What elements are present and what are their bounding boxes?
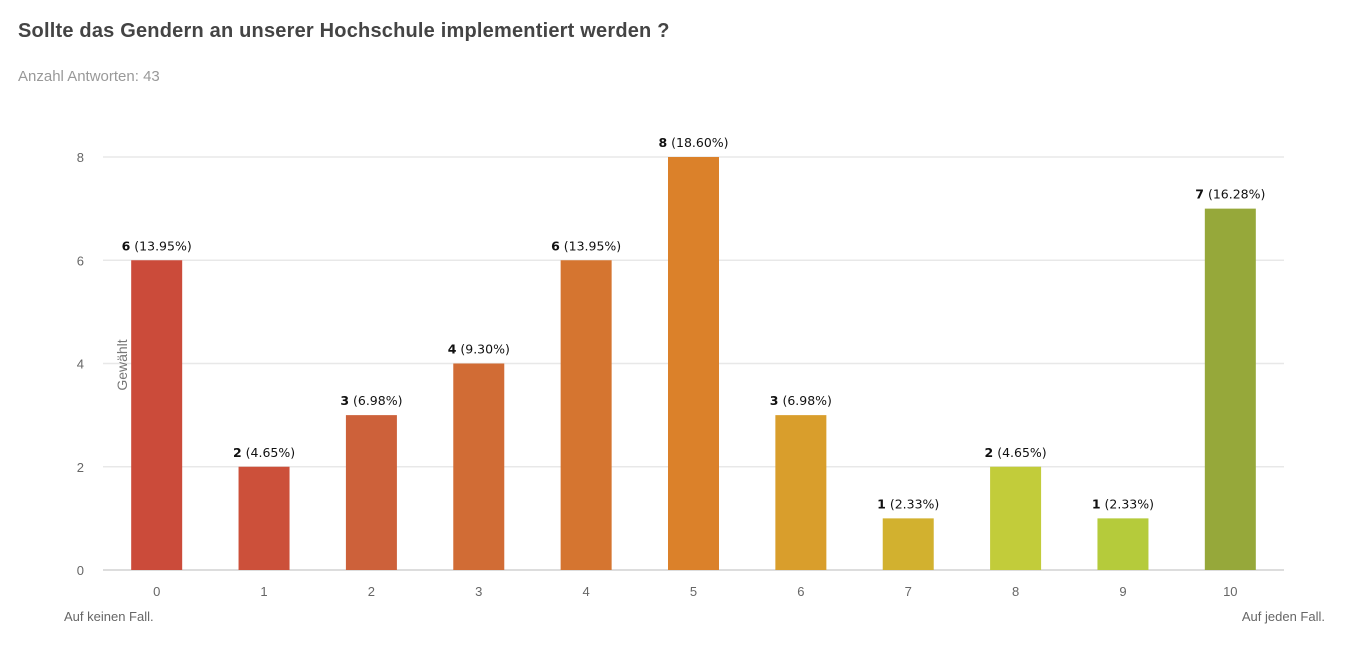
x-tick-label: 2 [368,584,375,599]
bar [990,466,1042,570]
data-label: 1 (2.33%) [1092,496,1154,511]
data-label: 3 (6.98%) [340,393,402,408]
bar [668,157,719,570]
bar [775,415,827,570]
bar [453,363,505,570]
x-tick-label: 3 [475,584,482,599]
x-min-label: Auf keinen Fall. [64,609,154,624]
bar [131,260,183,570]
x-tick-label: 9 [1119,584,1126,599]
data-label: 2 (4.65%) [985,445,1047,460]
y-tick-label: 8 [77,150,84,165]
x-tick-label: 10 [1223,584,1237,599]
data-label: 1 (2.33%) [877,496,939,511]
data-label: 8 (18.60%) [658,135,728,150]
x-tick-label: 1 [260,584,267,599]
x-tick-label: 7 [905,584,912,599]
y-tick-label: 0 [77,563,84,578]
bar [238,466,290,570]
data-label: 7 (16.28%) [1195,187,1265,202]
x-max-label: Auf jeden Fall. [1242,609,1325,624]
y-tick-label: 6 [77,253,84,268]
y-tick-label: 2 [77,460,84,475]
bar [1204,208,1256,570]
data-label: 3 (6.98%) [770,393,832,408]
bar [345,415,397,570]
response-count: Anzahl Antworten: 43 [18,68,160,85]
data-label: 2 (4.65%) [233,445,295,460]
chart-title: Sollte das Gendern an unserer Hochschule… [18,20,670,42]
bar [560,260,612,570]
x-tick-label: 5 [690,584,697,599]
x-tick-label: 4 [583,584,590,599]
bar [882,518,934,570]
y-axis-label: Gewählt [114,339,130,390]
x-tick-label: 6 [797,584,804,599]
data-label: 6 (13.95%) [551,238,621,253]
x-tick-label: 8 [1012,584,1019,599]
data-label: 4 (9.30%) [448,342,510,357]
x-tick-label: 0 [153,584,160,599]
data-label: 6 (13.95%) [122,238,192,253]
y-tick-label: 4 [77,357,84,372]
bar [1097,518,1149,570]
